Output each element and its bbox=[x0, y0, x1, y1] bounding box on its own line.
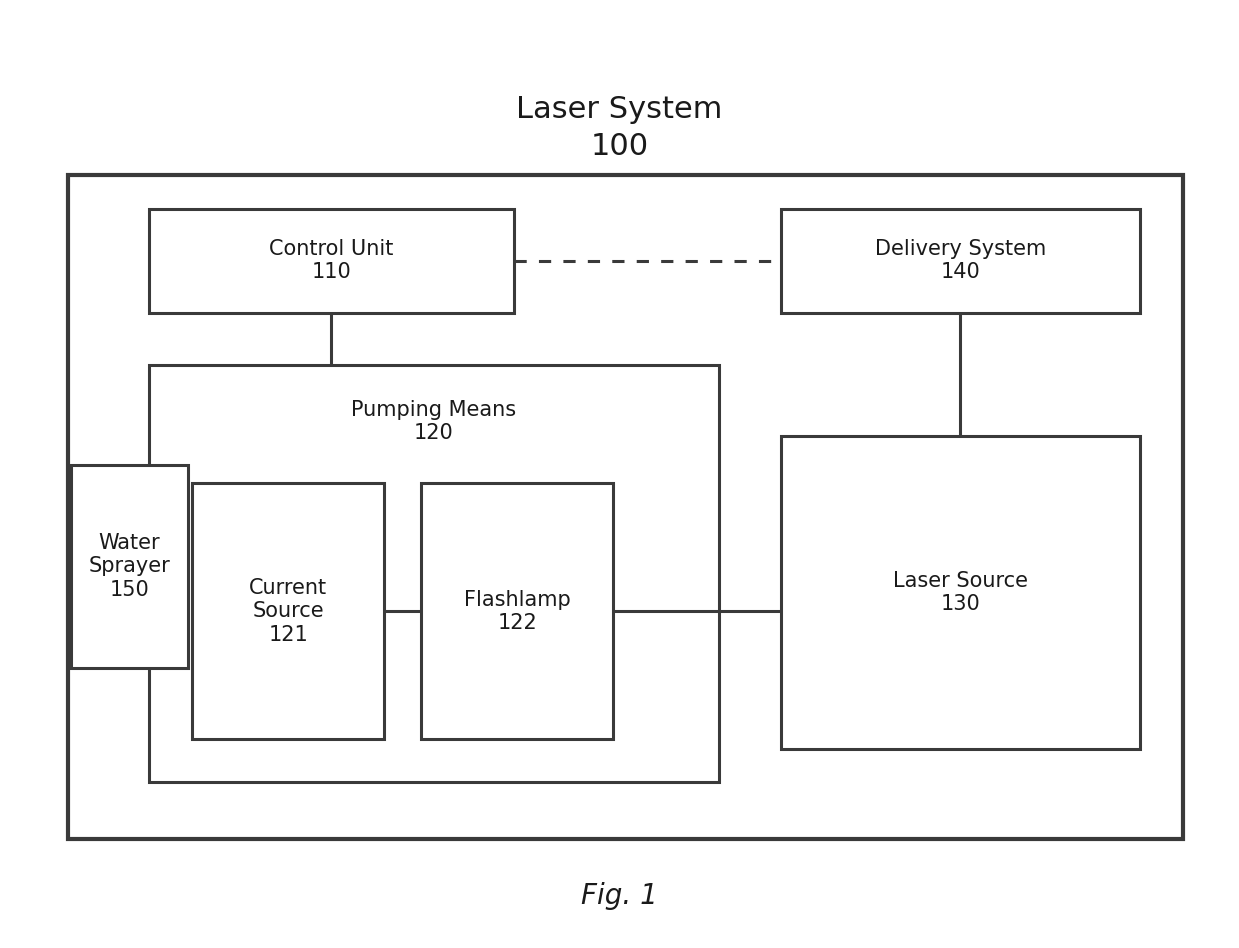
Text: Current
Source
121: Current Source 121 bbox=[249, 578, 327, 645]
Text: 100: 100 bbox=[591, 133, 648, 161]
Bar bbox=[421, 483, 613, 739]
Text: Delivery System
140: Delivery System 140 bbox=[875, 239, 1046, 283]
Text: Laser System: Laser System bbox=[517, 95, 722, 123]
Bar bbox=[68, 175, 1183, 839]
Bar bbox=[781, 209, 1140, 313]
Bar bbox=[71, 465, 188, 668]
Bar bbox=[149, 209, 514, 313]
Bar bbox=[149, 365, 719, 782]
Bar bbox=[781, 436, 1140, 749]
Text: Water
Sprayer
150: Water Sprayer 150 bbox=[89, 533, 170, 600]
Text: Pumping Means
120: Pumping Means 120 bbox=[351, 400, 517, 444]
Text: Control Unit
110: Control Unit 110 bbox=[269, 239, 394, 283]
Text: Flashlamp
122: Flashlamp 122 bbox=[463, 590, 571, 633]
Text: Laser Source
130: Laser Source 130 bbox=[893, 571, 1027, 614]
Bar bbox=[192, 483, 384, 739]
Text: Fig. 1: Fig. 1 bbox=[581, 882, 658, 910]
